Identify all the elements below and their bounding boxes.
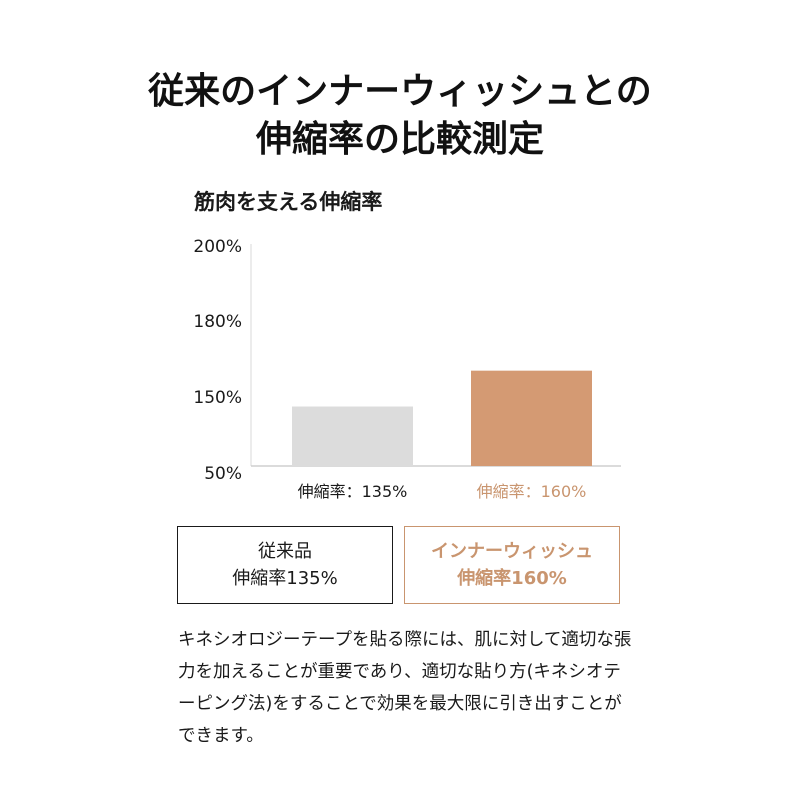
y-tick-label: 150% [193, 388, 242, 408]
bar-innerwish [471, 370, 592, 466]
y-tick-label: 180% [193, 312, 242, 332]
legend-conventional-rate: 伸縮率135% [232, 568, 338, 589]
bar-conventional [292, 406, 413, 466]
page-title-line-2: 伸縮率の比較測定 [255, 119, 544, 160]
legend-conventional-name: 従来品 [258, 541, 312, 562]
chart-title: 筋肉を支える伸縮率 [194, 190, 383, 214]
y-tick-label: 50% [204, 464, 242, 484]
description-text: キネシオロジーテープを貼る際には、肌に対して適切な張力を加えることが重要であり、… [178, 630, 632, 746]
bars [292, 370, 592, 466]
legend-box-conventional: 従来品 伸縮率135% [177, 526, 393, 604]
legend-innerwish-name: インナーウィッシュ [431, 541, 593, 562]
legend-box-innerwish: インナーウィッシュ 伸縮率160% [404, 526, 620, 604]
legend-innerwish-rate: 伸縮率160% [457, 568, 567, 589]
page-title: 従来のインナーウィッシュとの 伸縮率の比較測定 [0, 68, 800, 164]
bar-label-conventional: 伸縮率：135% [298, 482, 408, 501]
y-axis-ticks: 200% 180% 150% 50% [193, 237, 242, 484]
y-tick-label: 200% [193, 237, 242, 257]
bar-labels: 伸縮率：135% 伸縮率：160% [298, 482, 587, 501]
bar-label-innerwish: 伸縮率：160% [477, 482, 587, 501]
page-title-line-1: 従来のインナーウィッシュとの [148, 71, 652, 112]
bar-chart: 200% 180% 150% 50% 伸縮率：135% 伸縮率：160% [193, 237, 621, 501]
